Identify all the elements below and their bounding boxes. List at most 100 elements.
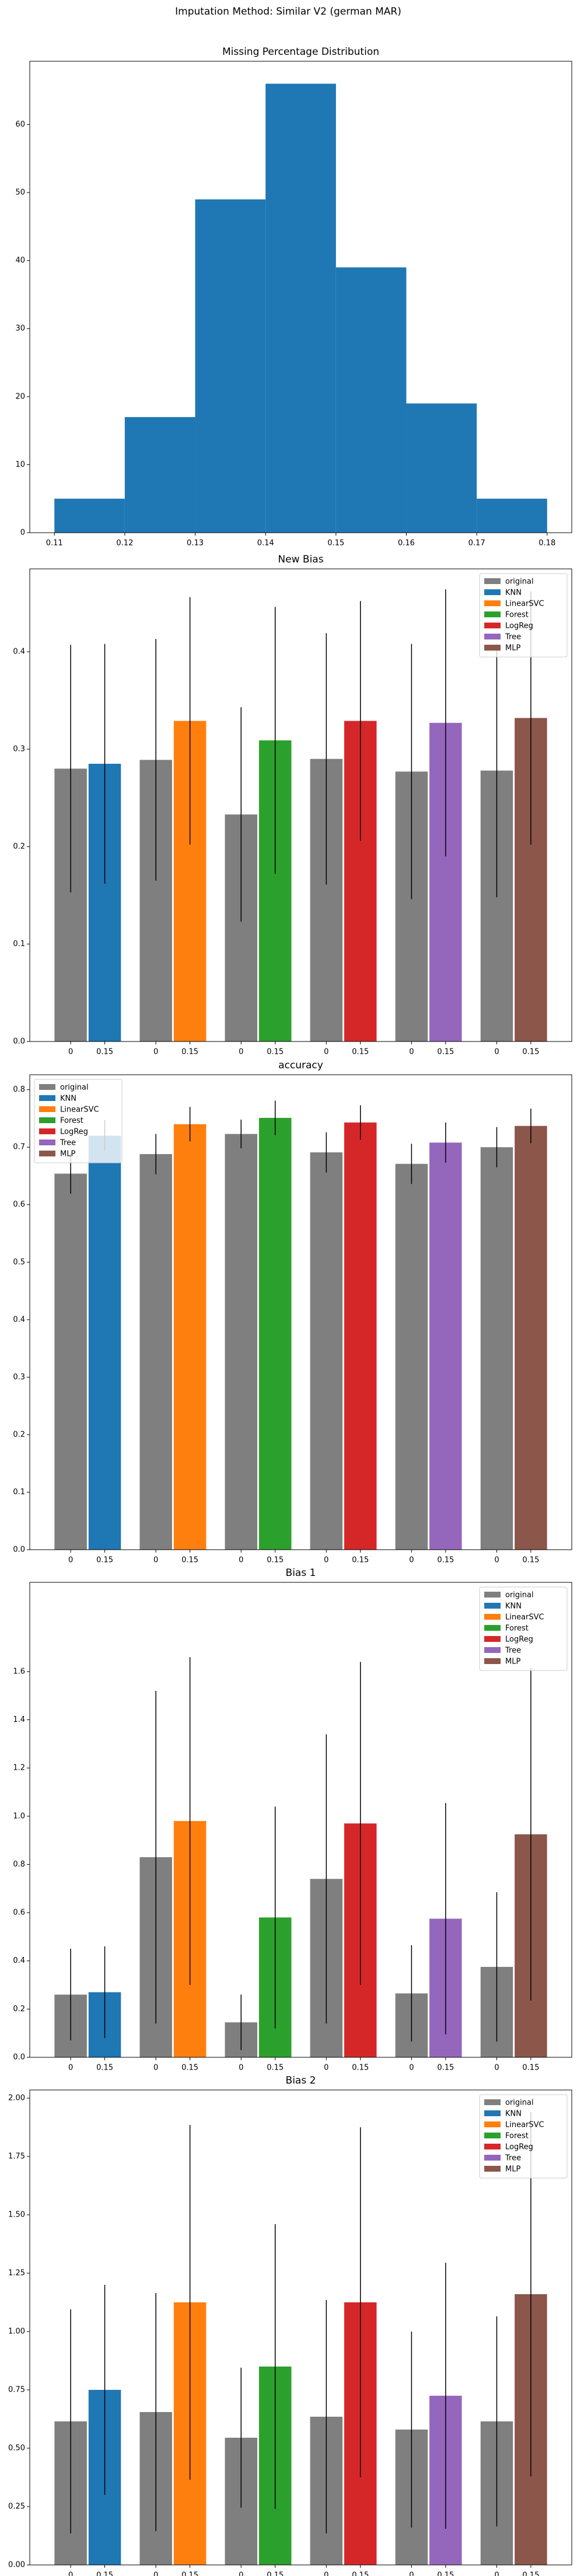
legend-swatch <box>484 2121 501 2127</box>
legend-label: LogReg <box>505 1635 533 1644</box>
y-tick-label: 0.2 <box>13 2005 25 2014</box>
x-tick-label: 0.18 <box>538 539 555 548</box>
bar <box>515 1126 547 1550</box>
legend-swatch <box>484 578 501 584</box>
y-tick-label: 10 <box>15 460 25 469</box>
x-tick-label: 0.15 <box>522 2571 539 2576</box>
legend-swatch <box>484 2144 501 2149</box>
legend-swatch <box>39 1128 55 1134</box>
bar <box>395 1163 428 1550</box>
x-tick-label: 0.15 <box>327 539 344 548</box>
legend-swatch <box>39 1140 55 1145</box>
legend-label: KNN <box>505 2110 522 2119</box>
hist-bar <box>477 498 547 533</box>
legend-swatch <box>484 1636 501 1642</box>
y-tick-label: 0.1 <box>13 1488 25 1497</box>
axes-title: Bias 1 <box>286 1567 316 1579</box>
legend-label: LinearSVC <box>505 600 544 609</box>
legend-box <box>479 573 568 658</box>
x-tick-label: 0 <box>68 2064 73 2072</box>
x-tick-label: 0 <box>153 1556 158 1565</box>
x-tick-label: 0.13 <box>187 539 204 548</box>
bar <box>480 1147 513 1550</box>
y-tick-label: 0.00 <box>8 2561 25 2570</box>
x-tick-label: 0 <box>324 2571 328 2576</box>
y-tick-label: 1.4 <box>13 1715 25 1724</box>
y-tick-label: 0.4 <box>13 1956 25 1965</box>
legend-label: LinearSVC <box>505 2121 544 2130</box>
plot-area <box>54 83 547 533</box>
x-tick-label: 0 <box>409 2571 414 2576</box>
x-tick-label: 0 <box>324 1556 328 1565</box>
x-tick-label: 0 <box>68 1556 73 1565</box>
legend-label: Tree <box>505 2154 521 2163</box>
y-tick-label: 0.7 <box>13 1143 25 1152</box>
x-tick-label: 0.15 <box>96 2064 113 2072</box>
hist-bar <box>195 199 266 533</box>
y-tick-label: 0.3 <box>13 1373 25 1382</box>
y-tick-label: 20 <box>15 392 25 401</box>
hist-bar <box>54 498 125 533</box>
legend-box <box>479 2094 568 2179</box>
x-tick-label: 0.15 <box>437 1556 454 1565</box>
x-tick-label: 0 <box>239 1556 243 1565</box>
x-tick-label: 0.15 <box>181 1048 198 1057</box>
legend-label: KNN <box>505 589 522 597</box>
x-tick-label: 0 <box>324 2064 328 2072</box>
legend-label: Tree <box>60 1139 76 1148</box>
bar <box>173 1124 207 1550</box>
legend-swatch <box>484 600 501 606</box>
x-tick-label: 0.14 <box>257 539 274 548</box>
axes-frame <box>29 1582 572 2058</box>
legend-label: Tree <box>505 1647 521 1655</box>
x-tick-label: 0.15 <box>437 2064 454 2072</box>
axes-title: Bias 2 <box>286 2075 316 2086</box>
bar <box>88 1135 121 1550</box>
legend-swatch <box>484 1625 501 1631</box>
x-tick-label: 0.15 <box>522 1048 539 1057</box>
legend-label: LinearSVC <box>60 1106 99 1114</box>
legend-swatch <box>484 1647 501 1653</box>
legend-swatch <box>39 1084 55 1090</box>
x-tick-label: 0.15 <box>96 1556 113 1565</box>
x-tick-label: 0.15 <box>522 2064 539 2072</box>
axes-title: Missing Percentage Distribution <box>222 46 379 58</box>
bar <box>54 1173 87 1550</box>
legend-label: original <box>505 2099 534 2107</box>
y-tick-label: 0.6 <box>13 1909 25 1917</box>
hist-bar <box>124 417 195 533</box>
x-tick-label: 0.15 <box>352 2064 369 2072</box>
legend-label: MLP <box>60 1150 75 1159</box>
y-tick-label: 0.0 <box>13 1546 25 1554</box>
y-tick-label: 0.0 <box>13 1037 25 1046</box>
legend-label: MLP <box>505 2165 520 2174</box>
axes-title: accuracy <box>278 1060 323 1071</box>
legend-label: KNN <box>505 1602 522 1611</box>
y-tick-label: 0.50 <box>8 2444 25 2453</box>
y-tick-label: 0 <box>20 529 25 537</box>
x-tick-label: 0 <box>409 2064 414 2072</box>
legend-swatch <box>484 645 501 651</box>
bar <box>258 1117 292 1550</box>
x-tick-label: 0.15 <box>267 2064 284 2072</box>
x-tick-label: 0.15 <box>181 2571 198 2576</box>
x-tick-label: 0.12 <box>116 539 133 548</box>
legend-swatch <box>39 1095 55 1101</box>
y-tick-label: 1.00 <box>8 2327 25 2336</box>
x-tick-label: 0.15 <box>267 2571 284 2576</box>
legend-swatch <box>484 1658 501 1664</box>
x-tick-label: 0 <box>409 1048 414 1057</box>
x-tick-label: 0 <box>494 2571 499 2576</box>
x-tick-label: 0 <box>494 1048 499 1057</box>
legend-swatch <box>484 1603 501 1609</box>
x-tick-label: 0.11 <box>46 539 63 548</box>
legend-label: Forest <box>505 611 529 620</box>
bar <box>310 1152 343 1550</box>
legend-swatch <box>484 2166 501 2172</box>
plot-area <box>54 589 547 1041</box>
y-tick-label: 0.2 <box>13 842 25 851</box>
legend-swatch <box>484 589 501 595</box>
x-tick-label: 0 <box>239 2064 243 2072</box>
y-tick-label: 30 <box>15 324 25 333</box>
